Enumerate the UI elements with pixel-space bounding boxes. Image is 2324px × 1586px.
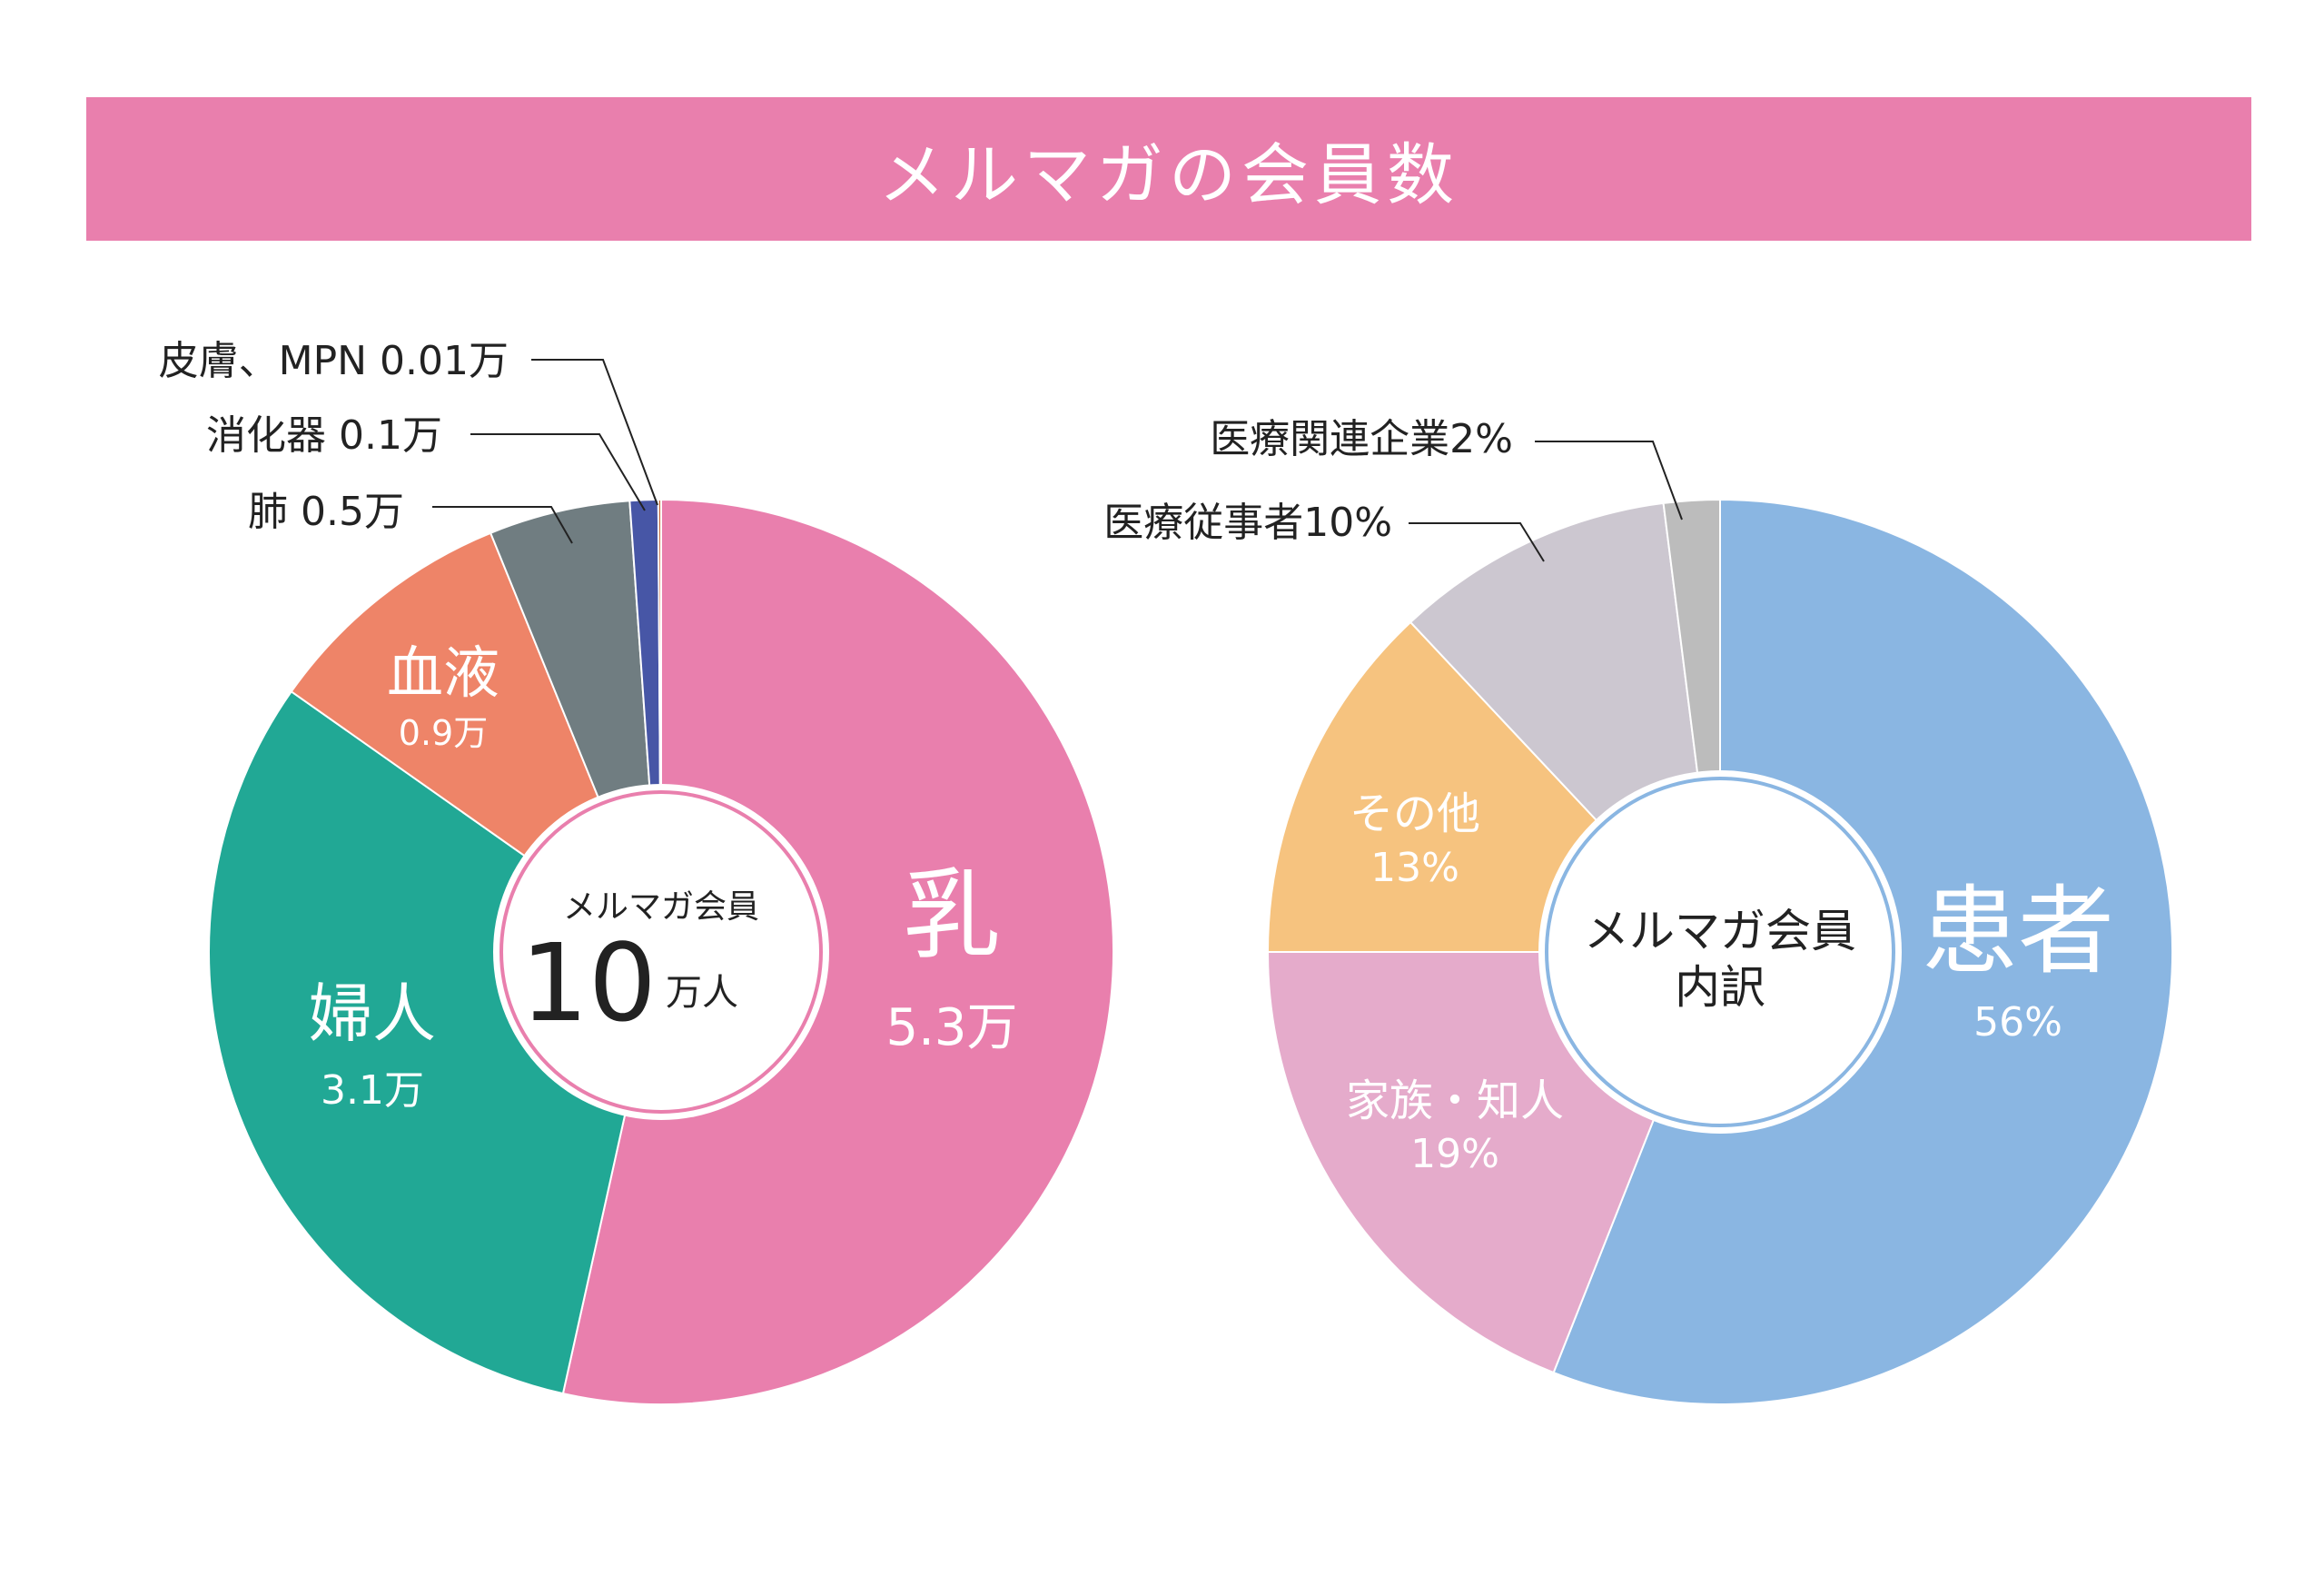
center-ring bbox=[499, 790, 823, 1114]
slice-value-1: 19% bbox=[1410, 1131, 1499, 1177]
callout-label-0: 肺 0.5万 bbox=[248, 489, 404, 535]
center-label-line2: 内訳 bbox=[1675, 961, 1765, 1014]
center-label-number: 10 bbox=[520, 920, 657, 1046]
center-label-unit: 万人 bbox=[666, 972, 738, 1014]
slice-1 bbox=[208, 689, 663, 1395]
callout-label-0: 医療従事者10% bbox=[1103, 500, 1392, 546]
center-hole bbox=[493, 784, 829, 1120]
callout-label-1: 消化器 0.1万 bbox=[206, 412, 442, 459]
slice-value-2: 13% bbox=[1370, 845, 1459, 891]
slice-label-1: 家族・知人 bbox=[1346, 1076, 1564, 1126]
slice-value-0: 56% bbox=[1973, 999, 2062, 1046]
page-title: メルマガの会員数 bbox=[878, 135, 1459, 214]
callout-line-1 bbox=[470, 433, 646, 511]
callout-line-0 bbox=[1409, 522, 1545, 562]
slice-value-0: 5.3万 bbox=[885, 998, 1017, 1057]
slice-0 bbox=[561, 498, 1115, 1405]
slice-label-2: 血液 bbox=[387, 639, 499, 706]
slice-value-2: 0.9万 bbox=[399, 713, 488, 753]
callout-line-1 bbox=[1535, 441, 1683, 520]
callout-line-2 bbox=[531, 359, 658, 506]
slice-label-0: 乳 bbox=[903, 859, 1001, 973]
center-ring bbox=[1545, 777, 1895, 1127]
callout-line-0 bbox=[432, 506, 573, 544]
callout-label-2: 皮膚、MPN 0.01万 bbox=[159, 338, 509, 384]
slice-value-1: 3.1万 bbox=[321, 1067, 424, 1114]
center-hole bbox=[1538, 770, 1902, 1134]
callout-label-1: 医療関連企業2% bbox=[1210, 416, 1513, 462]
center-label-line1: メルマガ会員 bbox=[1584, 905, 1856, 957]
slice-label-1: 婦人 bbox=[309, 976, 436, 1051]
center-label-line1: メルマガ会員 bbox=[563, 888, 759, 926]
slice-label-2: その他 bbox=[1350, 788, 1480, 839]
title-banner: メルマガの会員数 bbox=[86, 97, 2251, 241]
slice-label-0: 患者 bbox=[1922, 876, 2114, 987]
